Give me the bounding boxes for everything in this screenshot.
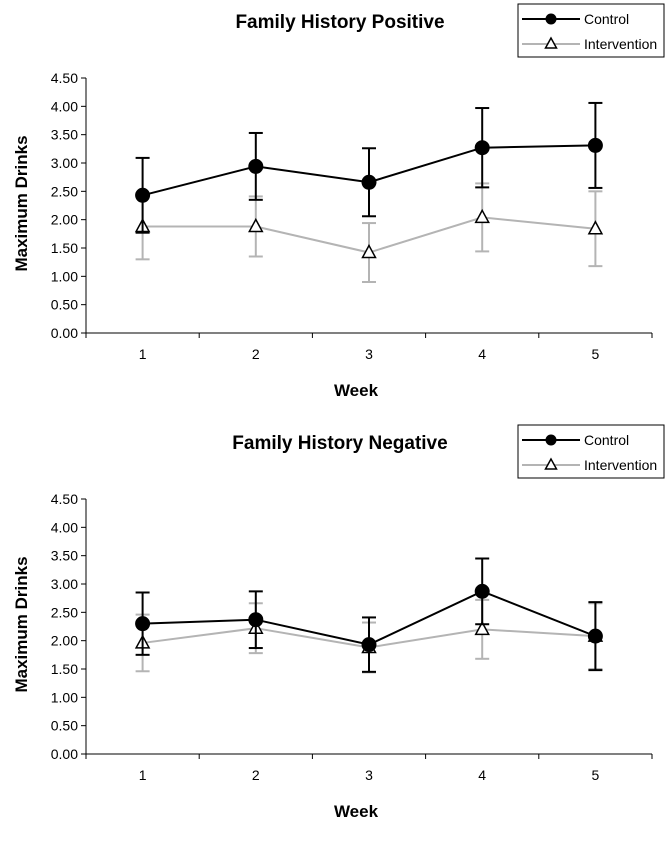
data-point-control bbox=[248, 612, 264, 628]
data-point-intervention bbox=[361, 243, 377, 259]
x-tick-label: 5 bbox=[592, 767, 600, 783]
chart-family-history-positive: Family History Positive 0.00 0.50 1.00 1.50 2… bbox=[12, 3, 665, 400]
data-point-control bbox=[248, 158, 264, 174]
y-tick-label: 4.50 bbox=[51, 491, 78, 507]
legend-label-control: Control bbox=[584, 11, 629, 27]
series-intervention bbox=[134, 182, 604, 283]
data-point-control bbox=[361, 174, 377, 190]
legend: Control Intervention bbox=[517, 3, 665, 58]
data-point-control bbox=[474, 583, 490, 599]
legend-box bbox=[517, 424, 665, 479]
data-point-intervention bbox=[474, 208, 490, 224]
y-tick-label: 2.50 bbox=[51, 604, 78, 620]
series-control bbox=[135, 557, 603, 673]
x-axis-title: Week bbox=[334, 381, 379, 400]
series-control bbox=[135, 101, 603, 234]
y-tick-label: 2.00 bbox=[51, 633, 78, 649]
y-tick-label: 0.00 bbox=[51, 325, 78, 341]
data-point-intervention bbox=[474, 620, 490, 636]
y-tick-label: 4.00 bbox=[51, 98, 78, 114]
x-tick-label: 3 bbox=[365, 767, 373, 783]
y-tick-label: 2.50 bbox=[51, 183, 78, 199]
y-tick-label: 4.50 bbox=[51, 70, 78, 86]
legend-box bbox=[517, 3, 665, 58]
x-tick-label: 2 bbox=[252, 346, 260, 362]
y-tick-label: 0.50 bbox=[51, 297, 78, 313]
data-point-control bbox=[474, 140, 490, 156]
data-point-intervention bbox=[587, 220, 604, 235]
y-tick-label: 0.50 bbox=[51, 718, 78, 734]
legend-marker-control bbox=[545, 434, 557, 446]
legend-marker-intervention bbox=[544, 36, 558, 49]
x-tick-label: 1 bbox=[139, 767, 147, 783]
x-tick-label: 4 bbox=[478, 767, 486, 783]
y-tick-label: 3.50 bbox=[51, 548, 78, 564]
y-tick-label: 2.00 bbox=[51, 212, 78, 228]
x-tick-label: 5 bbox=[592, 346, 600, 362]
legend-label-intervention: Intervention bbox=[584, 36, 657, 52]
y-tick-label: 4.00 bbox=[51, 519, 78, 535]
data-point-intervention bbox=[248, 217, 264, 233]
y-tick-label: 3.00 bbox=[51, 155, 78, 171]
chart-title: Family History Negative bbox=[232, 433, 447, 454]
chart-title: Family History Positive bbox=[235, 12, 444, 33]
legend-label-control: Control bbox=[584, 432, 629, 448]
x-tick-label: 3 bbox=[365, 346, 373, 362]
x-axis-title: Week bbox=[334, 802, 379, 821]
legend-label-intervention: Intervention bbox=[584, 457, 657, 473]
x-tick-label: 4 bbox=[478, 346, 486, 362]
y-tick-label: 1.50 bbox=[51, 661, 78, 677]
legend-marker-intervention bbox=[544, 457, 558, 470]
data-point-control bbox=[587, 137, 603, 153]
legend: Control Intervention bbox=[517, 424, 665, 479]
y-tick-label: 1.00 bbox=[51, 268, 78, 284]
y-axis-title: Maximum Drinks bbox=[12, 556, 31, 692]
y-tick-label: 3.50 bbox=[51, 127, 78, 143]
x-tick-label: 1 bbox=[139, 346, 147, 362]
y-tick-label: 0.00 bbox=[51, 746, 78, 762]
y-tick-label: 3.00 bbox=[51, 576, 78, 592]
y-tick-label: 1.50 bbox=[51, 240, 78, 256]
data-point-control bbox=[361, 637, 377, 653]
data-point-control bbox=[135, 187, 151, 203]
data-point-control bbox=[135, 616, 151, 632]
chart-family-history-negative: Family History Negative 0.00 0.50 1.00 1.50 2… bbox=[12, 424, 665, 821]
legend-marker-control bbox=[545, 13, 557, 25]
y-tick-label: 1.00 bbox=[51, 689, 78, 705]
y-axis-title: Maximum Drinks bbox=[12, 135, 31, 271]
x-tick-label: 2 bbox=[252, 767, 260, 783]
data-point-control bbox=[587, 628, 603, 644]
